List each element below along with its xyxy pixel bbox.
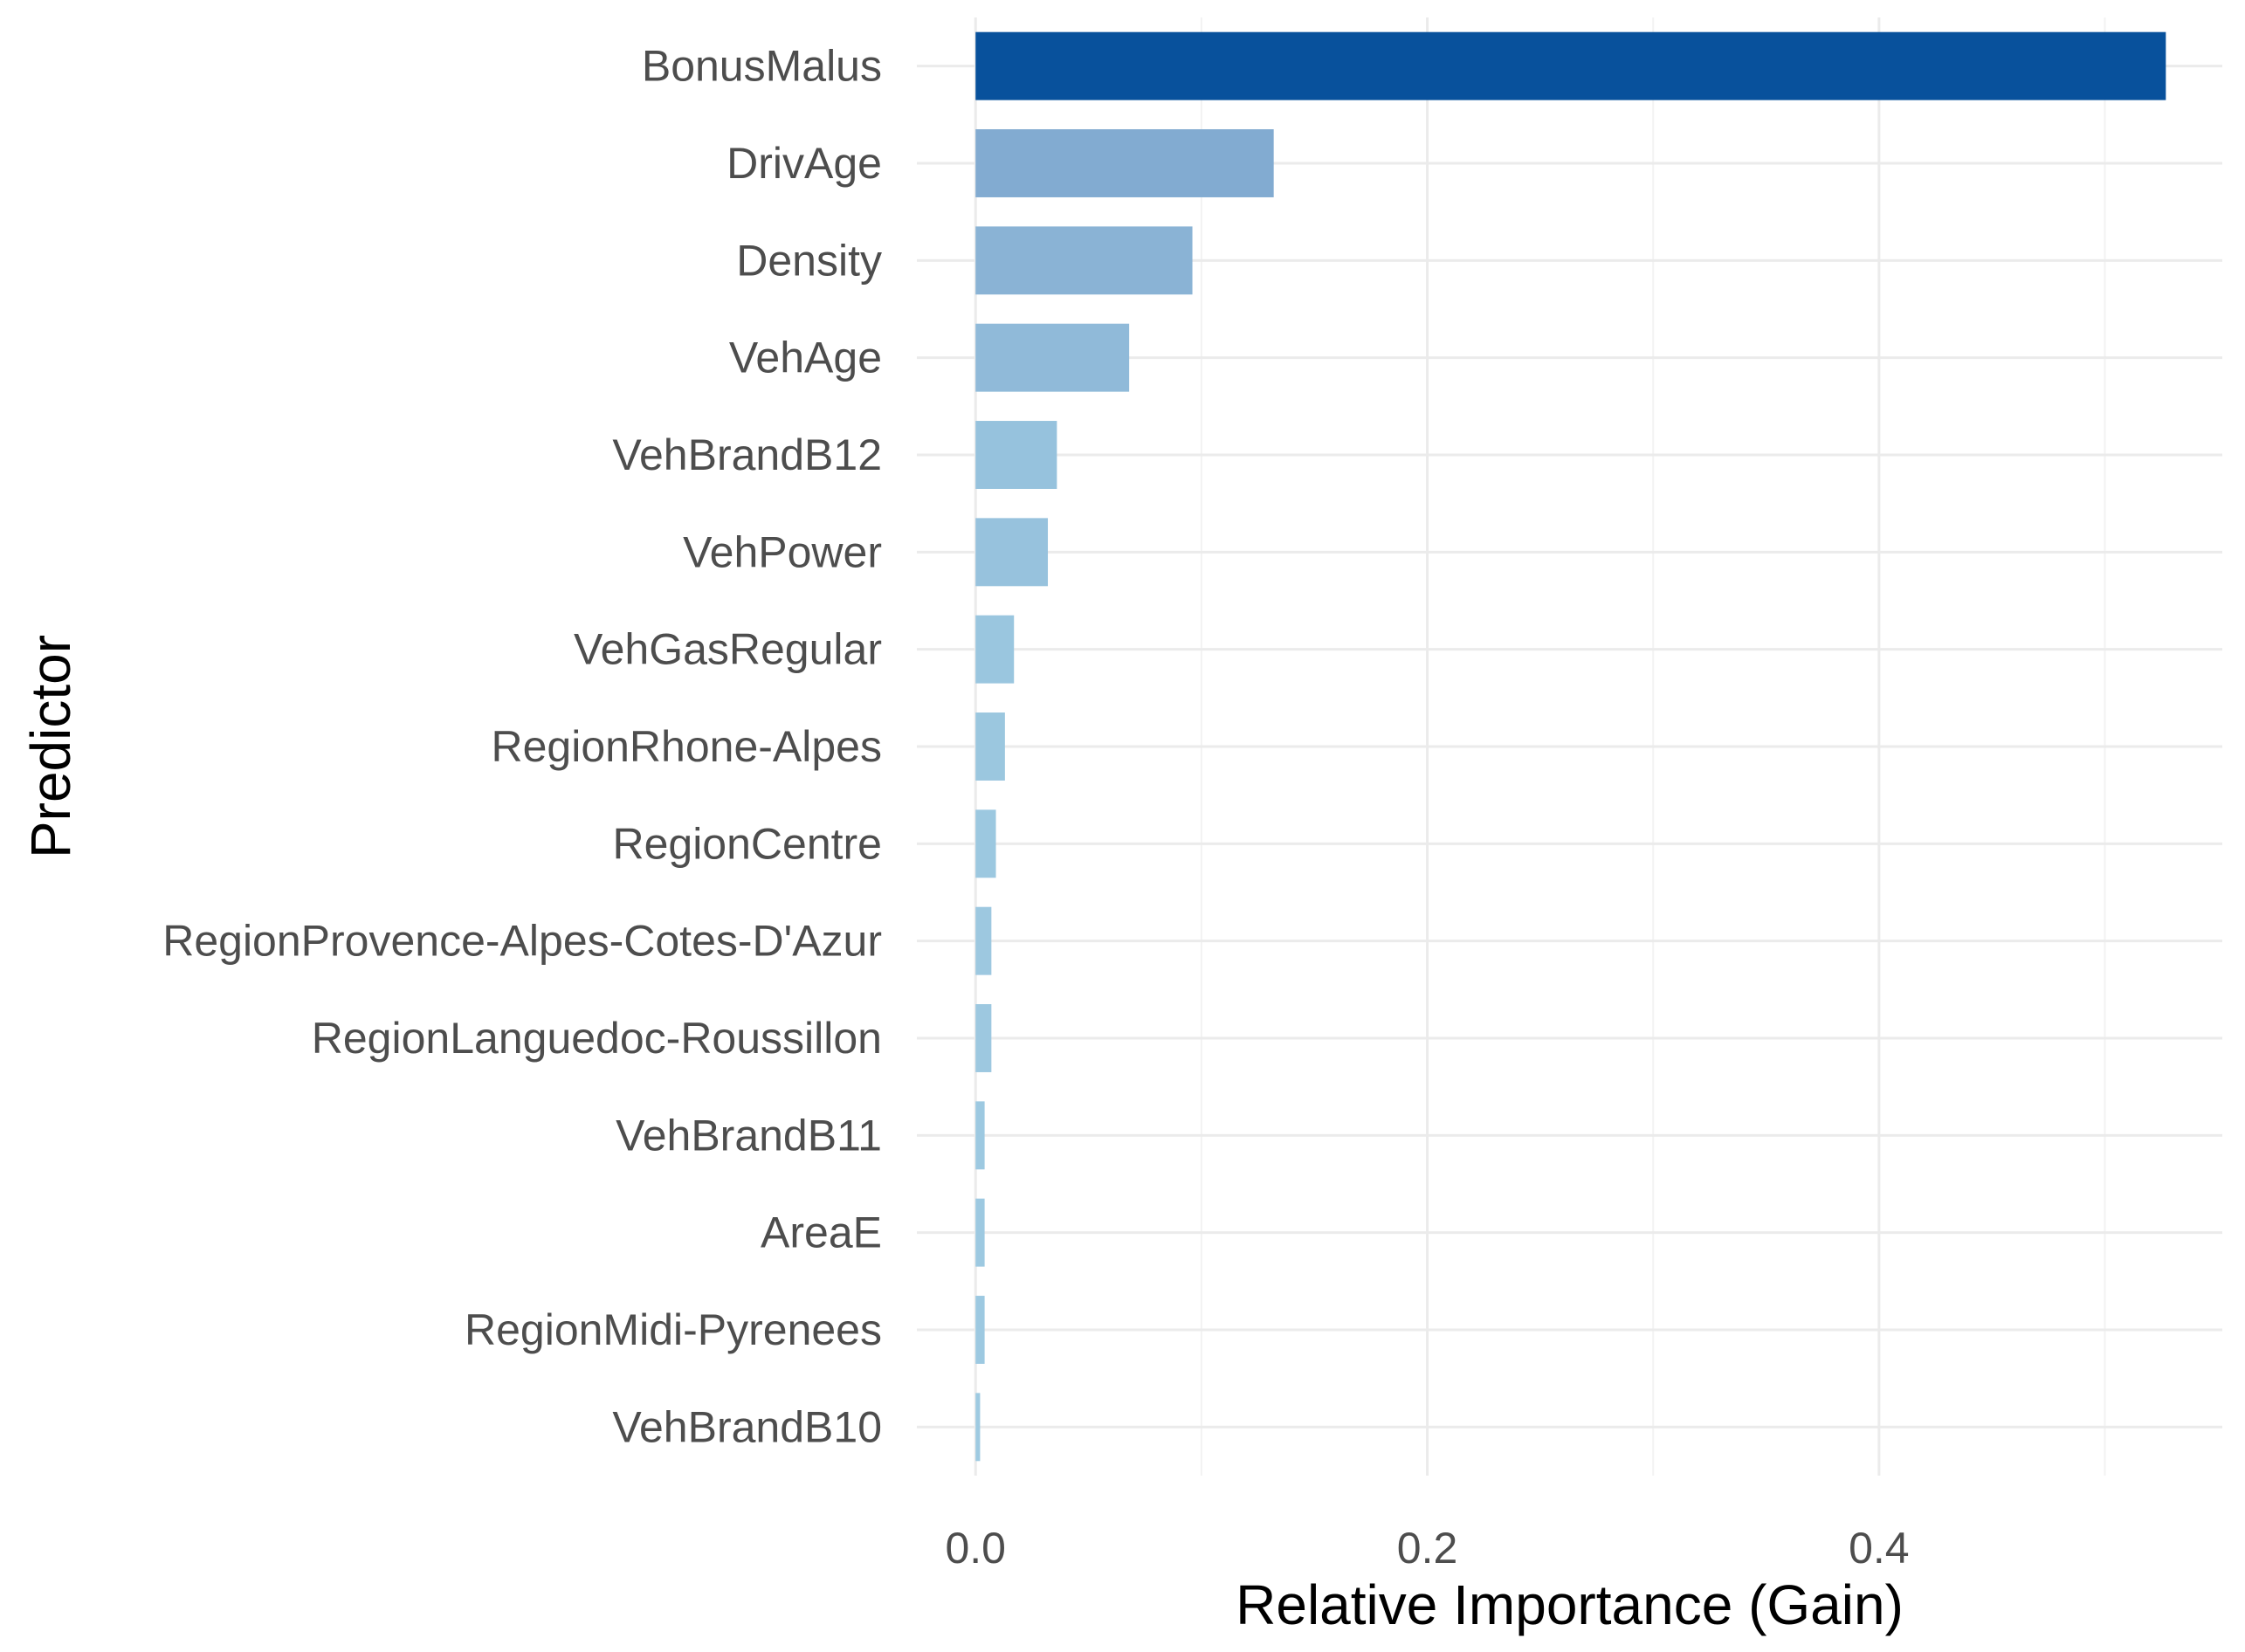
bar — [975, 421, 1057, 489]
bar — [975, 31, 2166, 100]
bar — [975, 1101, 985, 1170]
bar — [975, 1004, 992, 1072]
category-labels: BonusMalus DrivAge Density VehAge VehBrandB1… — [162, 42, 882, 1452]
category-label: RegionRhone-Alpes — [491, 722, 882, 771]
bar — [975, 226, 1193, 295]
category-label: DrivAge — [727, 139, 882, 188]
category-label: RegionMidi-Pyrenees — [465, 1305, 882, 1354]
category-label: VehBrandB11 — [616, 1111, 882, 1160]
category-label: RegionProvence-Alpes-Cotes-D'Azur — [162, 917, 882, 966]
bar — [975, 1296, 985, 1364]
bar — [975, 615, 1015, 684]
category-label: VehBrandB12 — [612, 430, 882, 479]
bar — [975, 323, 1130, 392]
bar — [975, 906, 992, 975]
category-label: RegionLanguedoc-Roussillon — [312, 1014, 882, 1063]
category-label: VehBrandB10 — [612, 1402, 882, 1451]
x-axis-title: Relative Importance (Gain) — [1236, 1573, 1904, 1636]
bar — [975, 1393, 981, 1462]
y-axis-title: Predictor — [19, 635, 82, 858]
bar — [975, 1198, 985, 1267]
x-tick-label: 0.2 — [1397, 1524, 1458, 1573]
bars — [975, 31, 2166, 1462]
x-tick-label: 0.0 — [945, 1524, 1006, 1573]
bar — [975, 809, 996, 878]
bar — [975, 518, 1049, 587]
category-label: VehPower — [683, 527, 882, 576]
category-label: RegionCentre — [612, 819, 882, 868]
x-tick-label: 0.4 — [1849, 1524, 1910, 1573]
category-label: VehAge — [729, 334, 882, 382]
category-label: VehGasRegular — [574, 625, 882, 674]
bar — [975, 129, 1274, 197]
x-tick-labels: 0.0 0.2 0.4 — [945, 1524, 1909, 1573]
category-label: AreaE — [761, 1208, 882, 1257]
bar — [975, 712, 1005, 781]
category-label: Density — [736, 236, 882, 285]
category-label: BonusMalus — [642, 42, 882, 91]
